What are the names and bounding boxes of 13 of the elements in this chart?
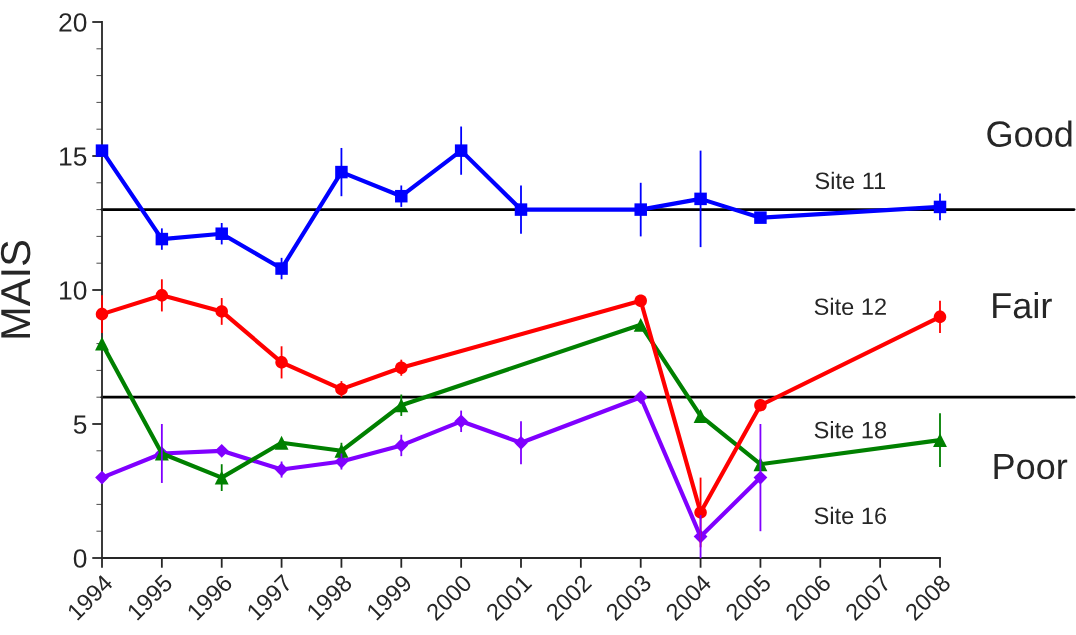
y-tick-label: 0	[73, 549, 87, 568]
annotation: Site 12	[814, 297, 886, 316]
y-tick-label: 5	[73, 415, 87, 434]
text: Fair	[993, 291, 1052, 319]
y-tick-label: 10	[60, 281, 87, 300]
annotation: Site 18	[814, 421, 887, 439]
y-tick-label: 20	[59, 13, 87, 32]
y-axis-title: MAIS	[0, 240, 31, 338]
y-tick-label: 15	[60, 147, 87, 166]
annotation: Site 11	[815, 171, 886, 190]
annotation: Site 16	[814, 506, 887, 525]
text: Good	[987, 120, 1072, 147]
text: Poor	[994, 454, 1068, 480]
